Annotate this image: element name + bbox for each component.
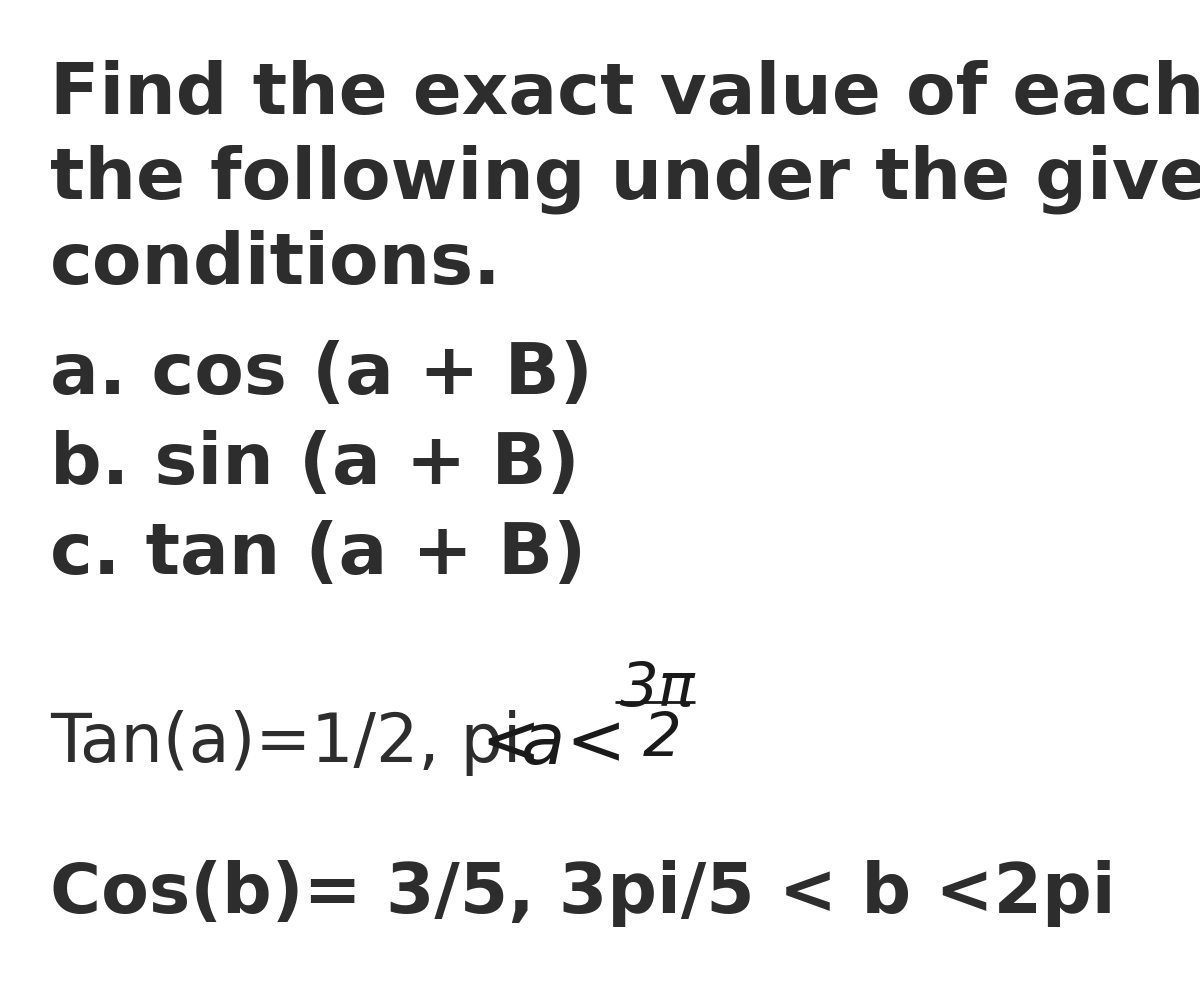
Text: 2: 2 <box>643 709 682 768</box>
Text: b. sin (a + B): b. sin (a + B) <box>50 429 580 498</box>
Text: <: < <box>565 709 625 778</box>
Text: c. tan (a + B): c. tan (a + B) <box>50 520 587 589</box>
Text: a: a <box>520 709 564 778</box>
Text: Cos(b)= 3/5, 3pi/5 < b <2pi: Cos(b)= 3/5, 3pi/5 < b <2pi <box>50 860 1116 926</box>
Text: conditions.: conditions. <box>50 230 502 299</box>
Text: Find the exact value of each of: Find the exact value of each of <box>50 60 1200 128</box>
Text: the following under the given: the following under the given <box>50 144 1200 215</box>
Text: a. cos (a + B): a. cos (a + B) <box>50 340 593 408</box>
Text: <: < <box>480 709 540 778</box>
Text: 3π: 3π <box>620 659 696 718</box>
Text: Tan(a)=1/2, pi: Tan(a)=1/2, pi <box>50 709 521 775</box>
